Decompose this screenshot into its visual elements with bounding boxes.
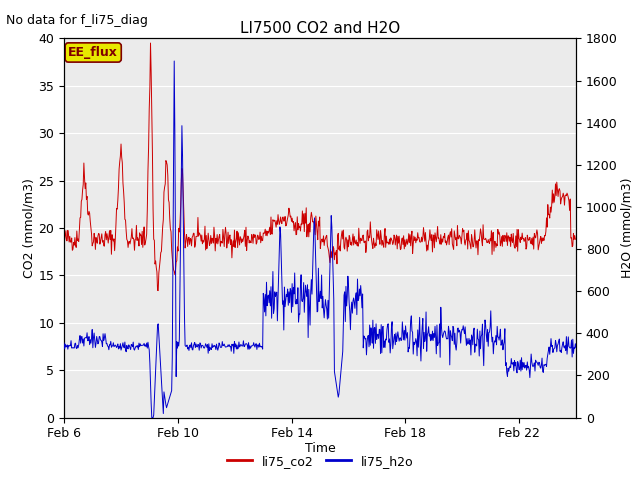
Title: LI7500 CO2 and H2O: LI7500 CO2 and H2O (240, 21, 400, 36)
Text: No data for f_li75_diag: No data for f_li75_diag (6, 14, 148, 27)
Y-axis label: CO2 (mmol/m3): CO2 (mmol/m3) (22, 178, 36, 278)
X-axis label: Time: Time (305, 442, 335, 455)
Y-axis label: H2O (mmol/m3): H2O (mmol/m3) (620, 178, 634, 278)
Legend: li75_co2, li75_h2o: li75_co2, li75_h2o (223, 451, 417, 471)
Text: EE_flux: EE_flux (68, 46, 118, 59)
